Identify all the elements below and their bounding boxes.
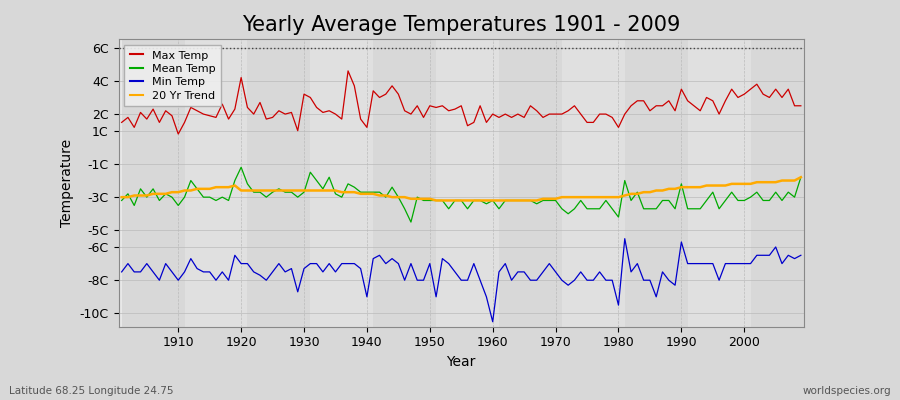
Title: Yearly Average Temperatures 1901 - 2009: Yearly Average Temperatures 1901 - 2009 bbox=[242, 15, 680, 35]
Legend: Max Temp, Mean Temp, Min Temp, 20 Yr Trend: Max Temp, Mean Temp, Min Temp, 20 Yr Tre… bbox=[124, 45, 221, 106]
Text: Latitude 68.25 Longitude 24.75: Latitude 68.25 Longitude 24.75 bbox=[9, 386, 174, 396]
Bar bbox=[751, 39, 807, 327]
Bar bbox=[688, 39, 751, 327]
Bar bbox=[625, 39, 688, 327]
Bar bbox=[374, 39, 436, 327]
Bar bbox=[499, 39, 562, 327]
Y-axis label: Temperature: Temperature bbox=[60, 139, 74, 227]
X-axis label: Year: Year bbox=[446, 355, 476, 369]
Bar bbox=[184, 39, 248, 327]
Bar bbox=[248, 39, 310, 327]
Bar bbox=[562, 39, 625, 327]
Bar bbox=[436, 39, 499, 327]
Bar bbox=[122, 39, 184, 327]
Text: worldspecies.org: worldspecies.org bbox=[803, 386, 891, 396]
Bar bbox=[310, 39, 374, 327]
